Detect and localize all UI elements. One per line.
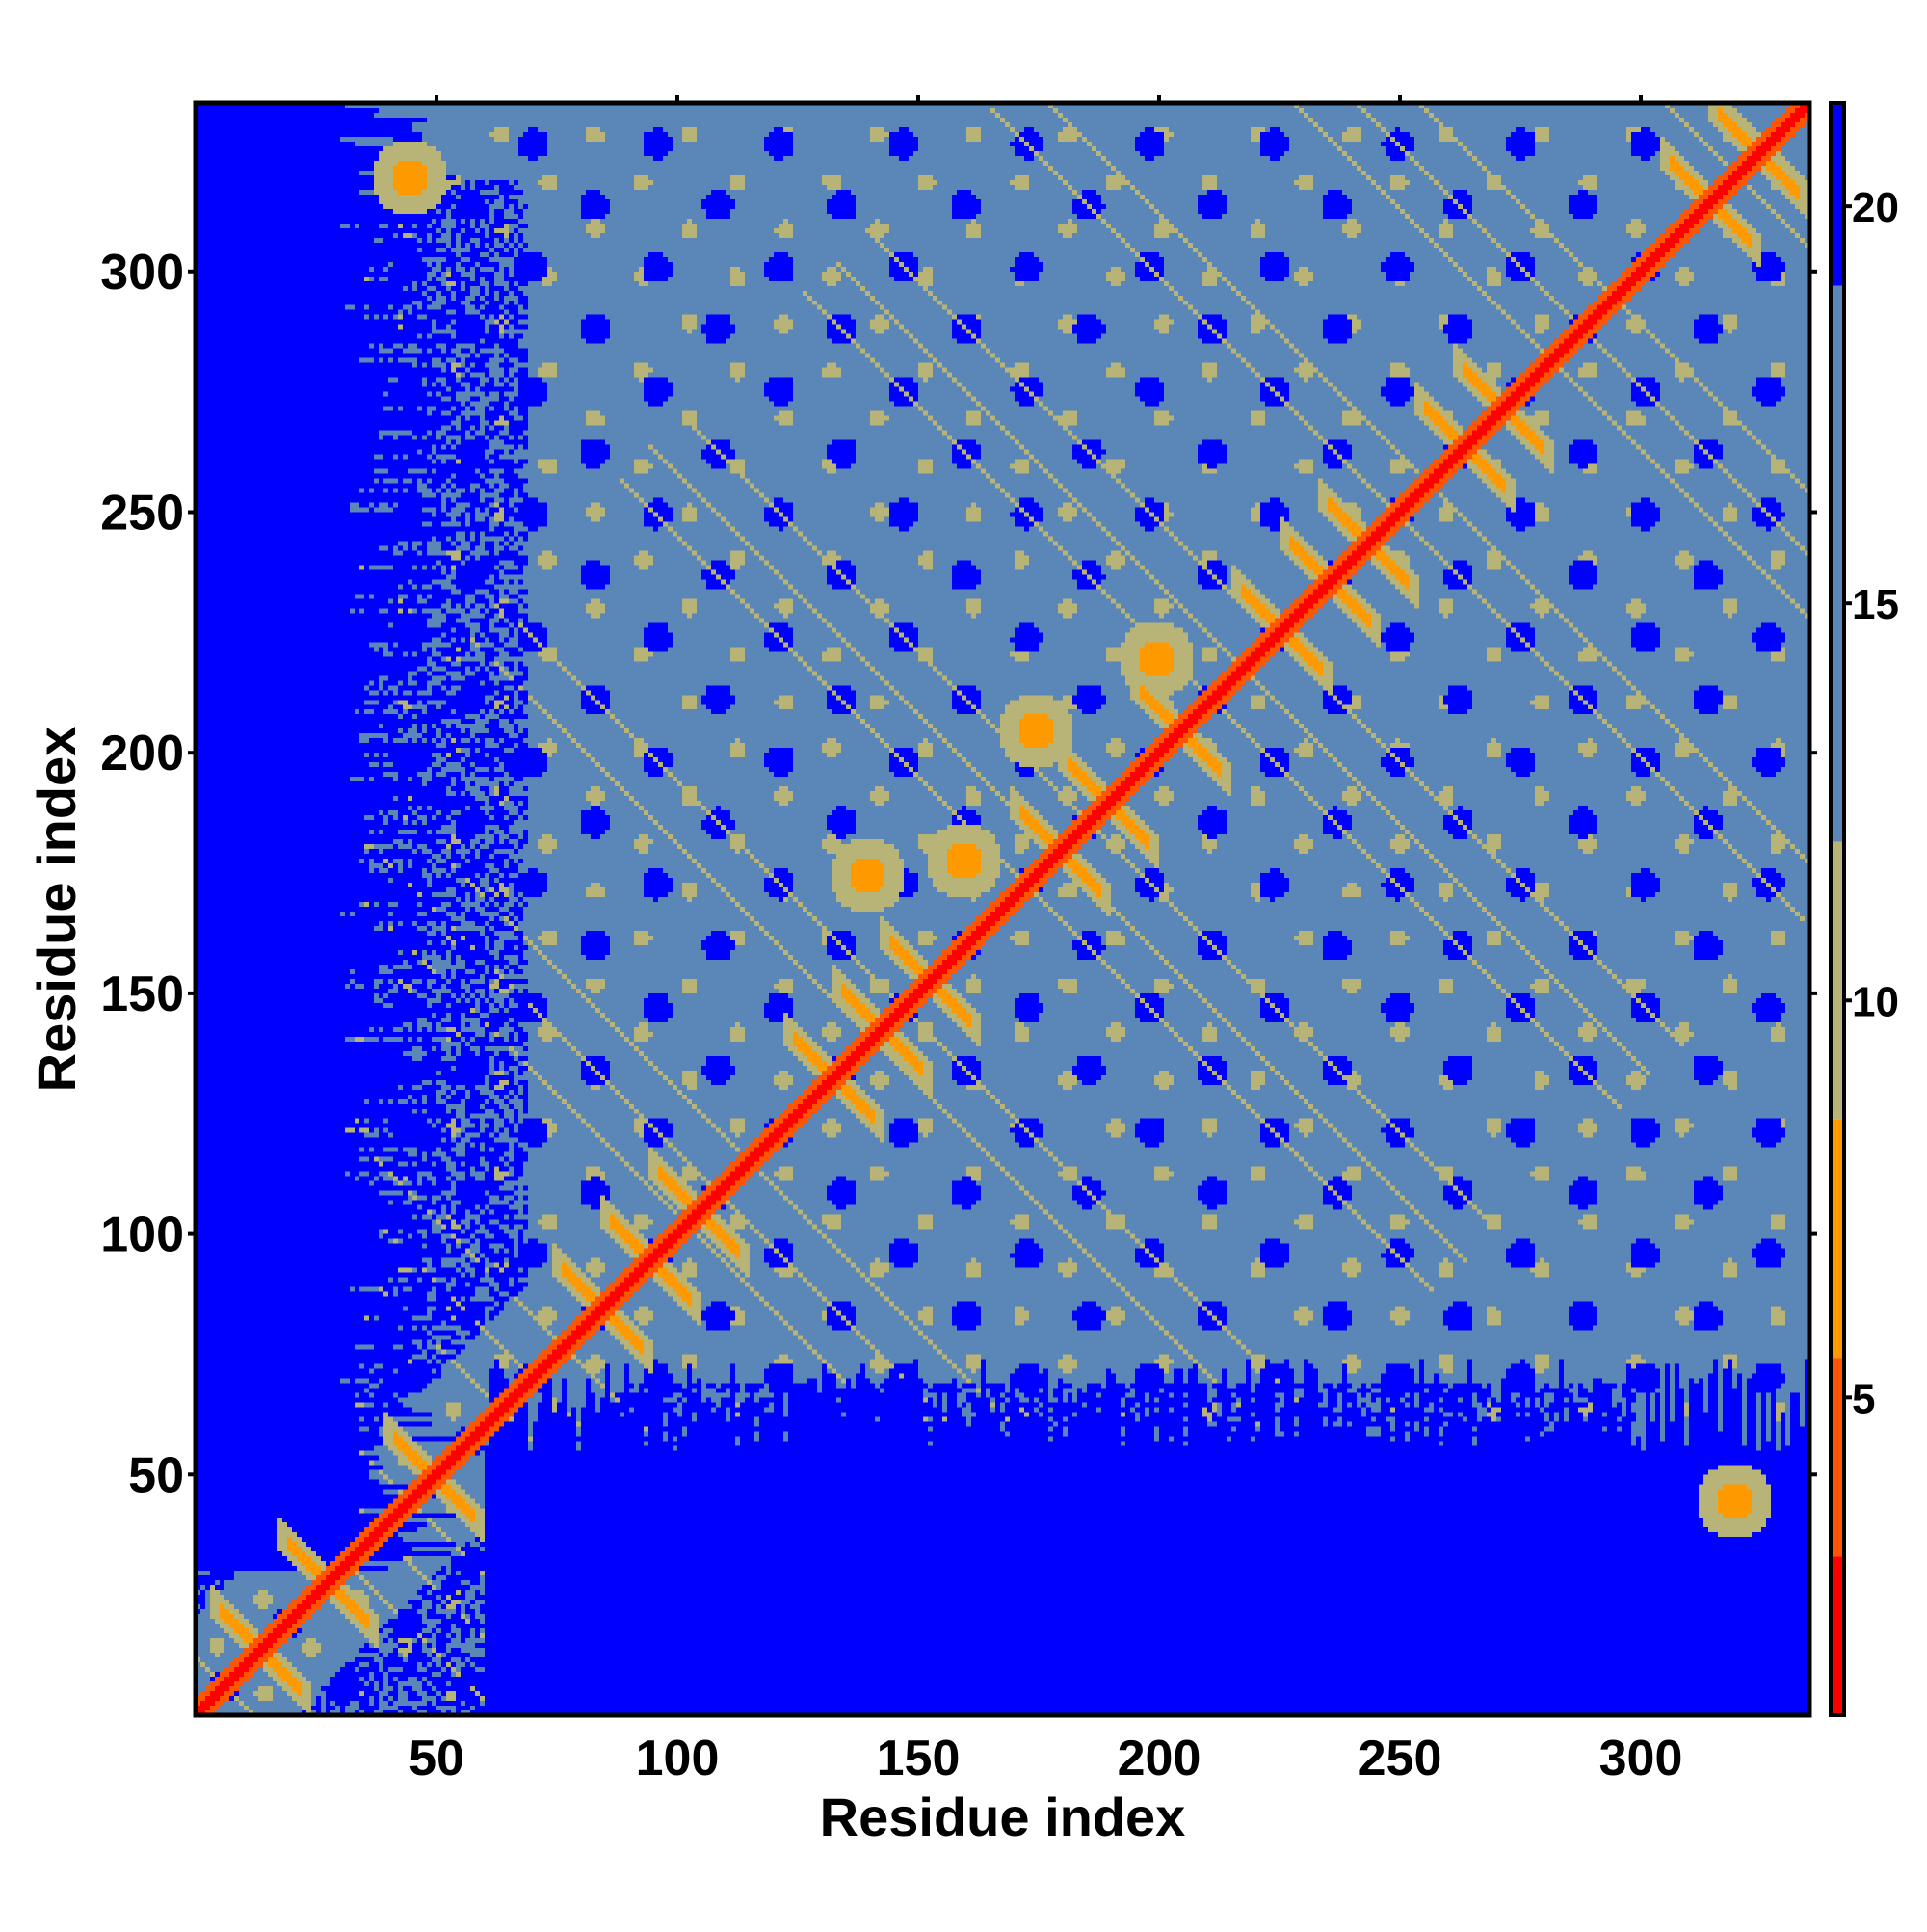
x-axis-title: Residue index bbox=[820, 1786, 1186, 1847]
colorbar-band bbox=[1831, 285, 1844, 842]
heatmap-image bbox=[196, 103, 1809, 1715]
x-tick-label: 300 bbox=[1599, 1731, 1683, 1786]
colorbar-band bbox=[1831, 1358, 1844, 1557]
y-tick-label: 200 bbox=[100, 726, 184, 781]
colorbar-band bbox=[1831, 1556, 1844, 1715]
colorbar-frame bbox=[1829, 101, 1846, 1717]
x-tick-label: 100 bbox=[636, 1731, 720, 1786]
colorbar-band bbox=[1831, 841, 1844, 1120]
heatmap bbox=[196, 103, 1809, 1715]
colorbar-tick-label: 10 bbox=[1852, 978, 1899, 1025]
y-axis-title: Residue index bbox=[26, 727, 87, 1093]
x-tick-label: 150 bbox=[877, 1731, 961, 1786]
plot-frame bbox=[193, 100, 1812, 1718]
colorbar-tick-label: 15 bbox=[1852, 581, 1899, 628]
colorbar-band bbox=[1831, 103, 1844, 286]
y-tick-label: 250 bbox=[100, 485, 184, 541]
x-axis-ticks: 50 100 150 200 250 300 bbox=[409, 95, 1682, 1786]
colorbar-tick-label: 20 bbox=[1852, 184, 1899, 231]
colorbar-band bbox=[1831, 1119, 1844, 1359]
y-tick-label: 50 bbox=[128, 1447, 184, 1503]
colorbar-tick-label: 5 bbox=[1852, 1375, 1875, 1422]
y-tick-label: 300 bbox=[100, 245, 184, 301]
x-tick-label: 250 bbox=[1359, 1731, 1442, 1786]
y-axis-ticks: 50 100 150 200 250 300 bbox=[100, 245, 1817, 1503]
colorbar: 5 10 15 20 bbox=[1829, 101, 1899, 1717]
x-tick-label: 50 bbox=[409, 1731, 464, 1786]
y-tick-label: 150 bbox=[100, 966, 184, 1022]
y-tick-label: 100 bbox=[100, 1207, 184, 1263]
x-tick-label: 200 bbox=[1118, 1731, 1201, 1786]
